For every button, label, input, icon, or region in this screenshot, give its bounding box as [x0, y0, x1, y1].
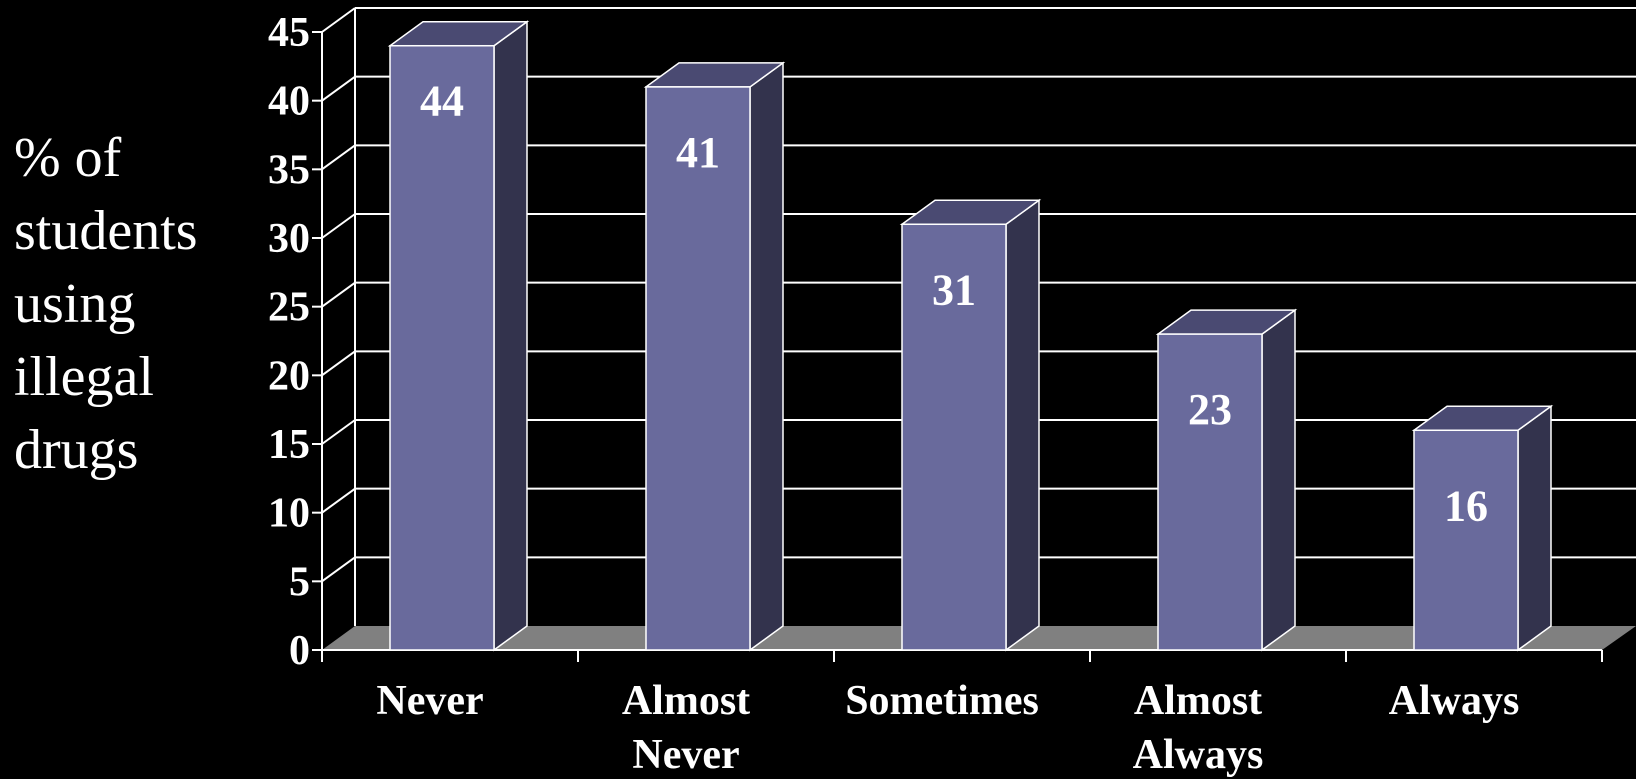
y-axis-label-line: students [14, 200, 198, 262]
y-tick-label: 40 [268, 79, 310, 125]
y-tick-label: 10 [268, 491, 310, 537]
gridline-side [321, 281, 356, 308]
x-category-label: Almost [622, 678, 750, 724]
x-category-label: Always [1389, 678, 1520, 724]
y-axis-label-line: drugs [14, 419, 139, 481]
gridline-side [321, 556, 356, 583]
y-axis-label-line: illegal [14, 346, 154, 408]
bar [1413, 429, 1519, 651]
gridline-side [321, 350, 356, 377]
y-axis-label: % of students using illegal drugs [14, 122, 198, 487]
data-label: 31 [932, 265, 976, 314]
bar-side [1517, 404, 1552, 652]
bar-side [749, 61, 784, 652]
x-category-label: Never [632, 732, 739, 778]
bar [389, 44, 495, 651]
gridline-side [321, 7, 356, 33]
data-label: 44 [420, 77, 464, 126]
y-tick-label: 15 [268, 422, 310, 468]
y-tick-label: 0 [289, 628, 310, 674]
y-tick-label: 25 [268, 285, 310, 331]
y-axis-label-line: % of [14, 127, 122, 189]
y-tick-label: 30 [268, 216, 310, 262]
bar-side [1005, 198, 1040, 652]
data-label: 41 [676, 128, 720, 177]
y-tick-label: 5 [289, 559, 310, 605]
x-category-label: Always [1133, 732, 1264, 778]
x-category-label: Never [376, 678, 483, 724]
gridline-side [321, 419, 356, 445]
gridline-side [321, 144, 356, 171]
bar [645, 86, 751, 651]
data-label: 16 [1444, 481, 1488, 530]
x-category-label: Almost [1134, 678, 1262, 724]
bar-side [493, 20, 528, 652]
bar [1157, 333, 1263, 651]
bar [901, 223, 1007, 651]
bar-side [1261, 308, 1296, 652]
data-label: 23 [1188, 385, 1232, 434]
gridline-side [321, 487, 356, 514]
gridline-side [321, 75, 356, 102]
y-tick-label: 45 [268, 10, 310, 56]
x-category-label: Sometimes [845, 678, 1039, 724]
gridline-side [321, 213, 356, 239]
y-tick-label: 35 [268, 147, 310, 193]
y-tick-label: 20 [268, 353, 310, 399]
y-axis-label-line: using [14, 273, 136, 335]
